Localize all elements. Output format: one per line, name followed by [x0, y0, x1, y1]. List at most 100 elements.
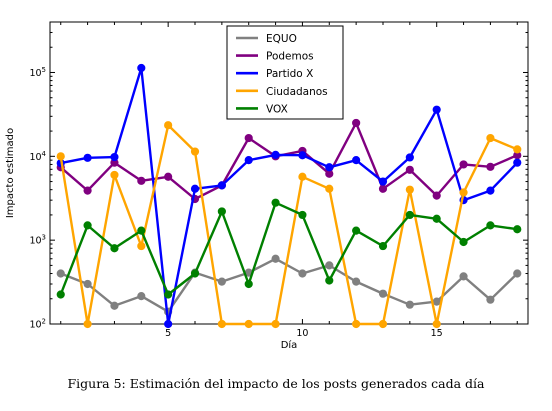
data-point-ciudadanos: [459, 188, 468, 197]
data-point-vox: [352, 226, 361, 235]
data-point-vox: [83, 221, 92, 230]
x-tick-label: 5: [165, 328, 171, 339]
data-point-equo: [217, 277, 226, 286]
data-point-partido-x: [110, 152, 119, 162]
x-tick-label: 15: [431, 328, 443, 339]
data-point-vox: [110, 244, 119, 253]
data-point-partido-x: [190, 184, 200, 193]
data-point-podemos: [459, 160, 468, 169]
data-point-equo: [298, 269, 307, 278]
data-point-ciudadanos: [486, 133, 495, 143]
data-point-partido-x: [137, 63, 146, 73]
data-point-vox: [432, 214, 441, 223]
data-point-vox: [137, 226, 146, 235]
data-point-equo: [137, 292, 146, 301]
x-tick-label: 10: [296, 328, 308, 339]
data-point-vox: [459, 237, 468, 247]
data-point-partido-x: [513, 158, 522, 167]
data-point-vox: [298, 210, 307, 220]
data-point-ciudadanos: [83, 319, 92, 329]
data-point-vox: [513, 225, 522, 234]
data-point-equo: [325, 261, 334, 270]
data-point-ciudadanos: [110, 170, 119, 180]
legend-label-podemos: Podemos: [266, 51, 314, 63]
data-point-podemos: [432, 191, 441, 200]
data-point-vox: [56, 290, 65, 299]
data-point-ciudadanos: [432, 319, 441, 329]
series-partido-x: [56, 63, 522, 329]
data-point-equo: [110, 301, 119, 310]
data-point-partido-x: [83, 153, 92, 162]
data-point-partido-x: [352, 156, 361, 165]
data-point-podemos: [486, 162, 495, 171]
data-point-vox: [217, 207, 226, 216]
data-point-podemos: [164, 172, 173, 181]
data-point-vox: [325, 276, 334, 285]
data-point-equo: [271, 254, 280, 263]
data-point-podemos: [405, 165, 414, 174]
data-point-vox: [486, 221, 495, 230]
data-point-podemos: [352, 118, 361, 128]
y-tick-label: 104: [29, 150, 46, 163]
data-point-partido-x: [164, 319, 173, 329]
data-point-ciudadanos: [190, 147, 200, 156]
data-point-vox: [378, 241, 388, 251]
data-point-podemos: [83, 186, 92, 195]
x-axis-label: Día: [281, 339, 298, 351]
data-point-ciudadanos: [405, 185, 414, 194]
data-point-ciudadanos: [56, 152, 65, 161]
legend-label-ciudadanos: Ciudadanos: [266, 86, 328, 98]
data-point-podemos: [137, 176, 146, 185]
series-layer: [56, 63, 522, 329]
data-point-equo: [486, 295, 495, 304]
data-point-equo: [378, 289, 388, 298]
data-point-ciudadanos: [164, 121, 173, 130]
data-point-partido-x: [378, 177, 388, 186]
data-point-partido-x: [486, 186, 495, 195]
y-tick-label: 103: [29, 234, 46, 247]
data-point-ciudadanos: [137, 241, 146, 251]
data-point-partido-x: [325, 163, 334, 172]
data-point-equo: [432, 297, 441, 306]
figure-caption: Figura 5: Estimación del impacto de los …: [67, 376, 485, 391]
data-point-partido-x: [405, 153, 414, 162]
data-point-vox: [190, 269, 200, 278]
y-tick-label: 102: [29, 318, 46, 331]
data-point-ciudadanos: [298, 172, 307, 181]
data-point-vox: [271, 198, 280, 207]
data-point-partido-x: [298, 151, 307, 160]
data-point-podemos: [378, 184, 388, 193]
data-point-partido-x: [432, 105, 441, 114]
data-point-ciudadanos: [352, 319, 361, 329]
series-vox: [56, 198, 522, 299]
data-point-ciudadanos: [378, 319, 388, 329]
data-point-ciudadanos: [271, 319, 280, 329]
series-line-partido-x: [60, 66, 519, 326]
data-point-ciudadanos: [513, 145, 522, 154]
data-point-partido-x: [271, 150, 280, 159]
data-point-equo: [513, 269, 522, 278]
y-axis-label: Impacto estimado: [5, 128, 16, 218]
data-point-ciudadanos: [244, 319, 253, 329]
chart: 5 10 15 102 103 104 105 Día Impacto estimado E…: [5, 21, 529, 351]
series-line-vox: [59, 201, 518, 296]
legend-label-partido-x: Partido X: [266, 68, 313, 80]
data-point-equo: [405, 300, 414, 309]
data-point-equo: [352, 277, 361, 286]
data-point-equo: [56, 269, 65, 278]
y-tick-label: 105: [29, 66, 46, 79]
data-point-ciudadanos: [325, 184, 334, 193]
legend-label-equo: EQUO: [266, 33, 297, 45]
series-line-podemos: [59, 121, 518, 201]
legend: EQUO Podemos Partido X Ciudadanos VOX: [226, 25, 344, 120]
data-point-equo: [83, 279, 92, 289]
data-point-ciudadanos: [217, 319, 226, 329]
data-point-vox: [405, 210, 414, 220]
data-point-vox: [244, 279, 253, 289]
data-point-equo: [459, 272, 468, 281]
data-point-partido-x: [244, 156, 253, 165]
data-point-podemos: [244, 133, 253, 143]
data-point-partido-x: [217, 181, 226, 190]
data-point-vox: [164, 290, 173, 299]
legend-label-vox: VOX: [266, 103, 288, 115]
